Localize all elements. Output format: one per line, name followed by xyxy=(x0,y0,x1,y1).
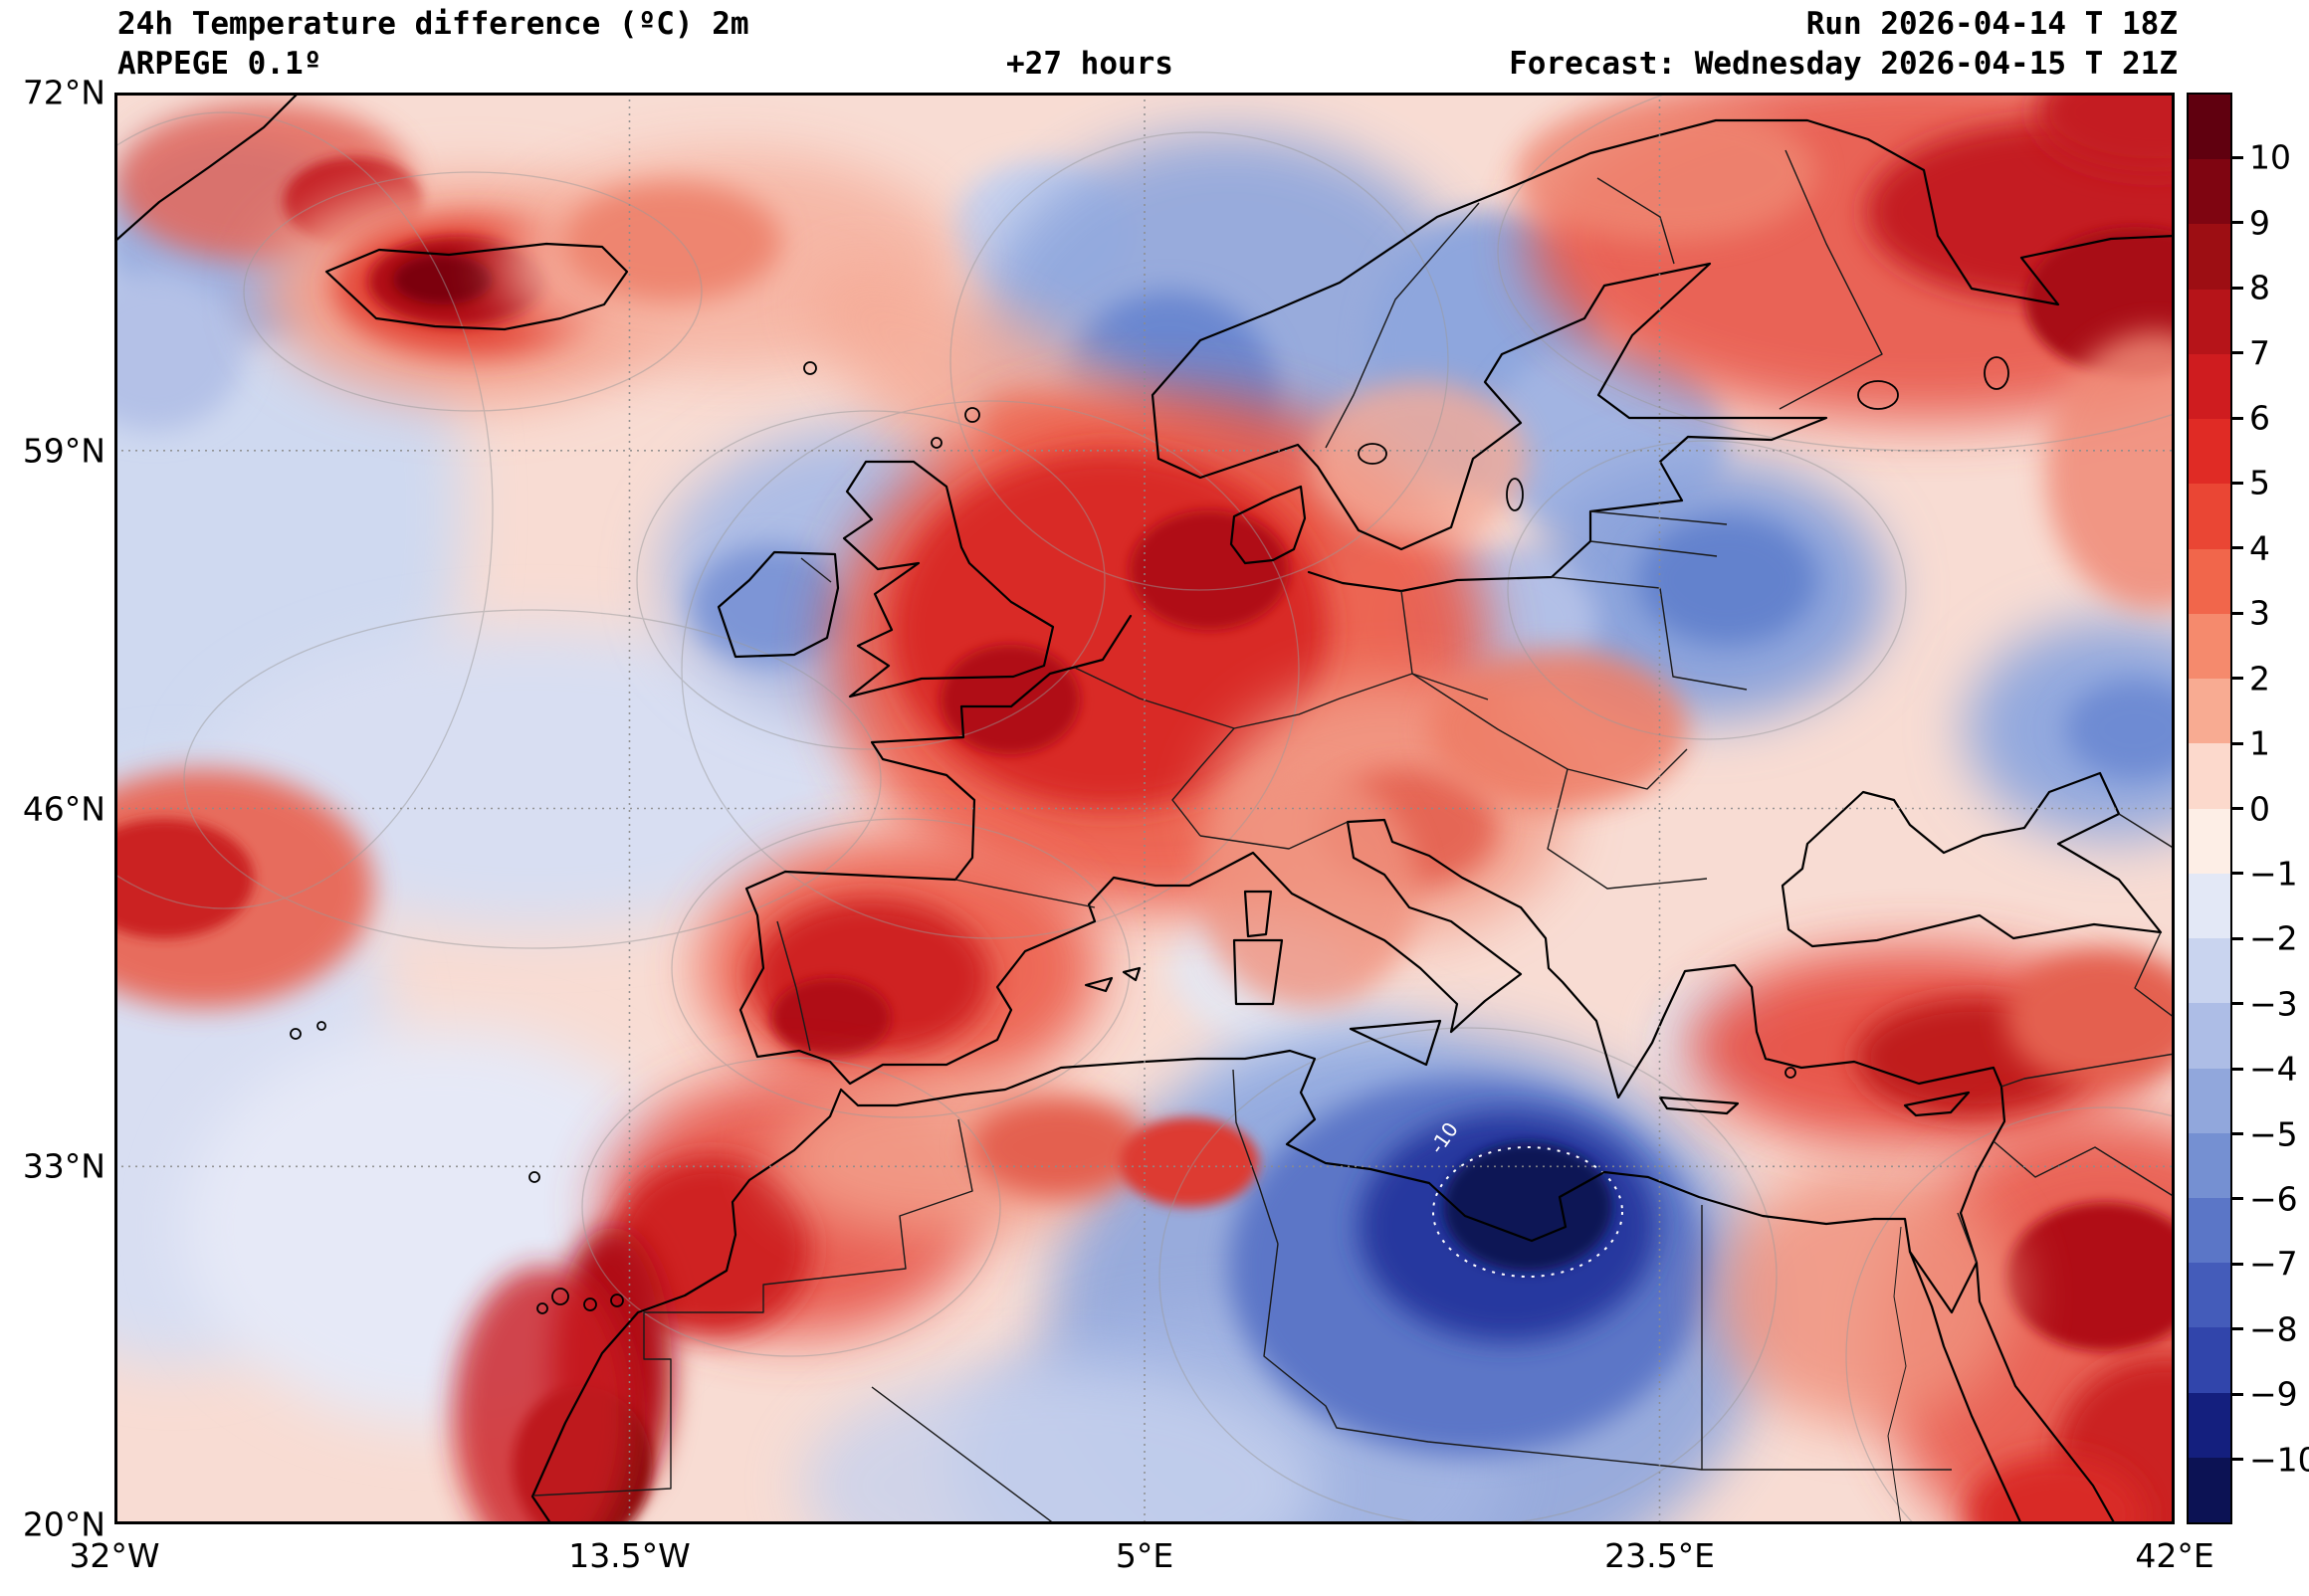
colorbar-cell xyxy=(2189,1132,2230,1198)
colorbar-tick-label: 9 xyxy=(2249,203,2270,243)
colorbar-cell xyxy=(2189,808,2230,874)
colorbar-cell xyxy=(2189,289,2230,354)
colorbar-tick-mark xyxy=(2232,286,2243,290)
x-axis-tick-label: 32°W xyxy=(69,1536,160,1575)
y-axis-tick-label: 72°N xyxy=(22,73,105,112)
map-plot-area: -10 xyxy=(114,93,2175,1524)
colorbar-tick-mark xyxy=(2232,1197,2243,1201)
colorbar-cell xyxy=(2189,419,2230,485)
y-axis-tick-label: 46°N xyxy=(22,789,105,828)
colorbar-tick-mark xyxy=(2232,807,2243,810)
plot-frame xyxy=(114,93,2175,1524)
chart-title: 24h Temperature difference (ºC) 2m xyxy=(117,6,749,42)
colorbar-tick-label: −9 xyxy=(2249,1374,2298,1414)
colorbar-cell xyxy=(2189,1457,2230,1523)
colorbar-cell xyxy=(2189,873,2230,939)
colorbar-tick-label: 1 xyxy=(2249,723,2270,763)
colorbar-tick-label: 4 xyxy=(2249,528,2270,568)
x-axis-tick-label: 13.5°W xyxy=(568,1536,691,1575)
colorbar-tick-mark xyxy=(2232,1132,2243,1136)
colorbar-tick-label: 3 xyxy=(2249,593,2270,633)
colorbar-tick-label: −7 xyxy=(2249,1244,2298,1284)
country-borders xyxy=(533,149,2175,1524)
x-axis-tick-label: 5°E xyxy=(1115,1536,1174,1575)
warm-anomaly-blobs xyxy=(114,93,2175,1524)
colorbar-tick-mark xyxy=(2232,416,2243,420)
colorbar-cell xyxy=(2189,1068,2230,1133)
colorbar-tick-label: −5 xyxy=(2249,1114,2298,1154)
colorbar-tick-mark xyxy=(2232,351,2243,355)
colorbar-tick-mark xyxy=(2232,481,2243,485)
colorbar-tick-mark xyxy=(2232,936,2243,940)
y-axis-tick-label: 20°N xyxy=(22,1504,105,1544)
colorbar-tick-label: −8 xyxy=(2249,1309,2298,1349)
coastlines xyxy=(114,93,2175,1524)
colorbar-tick-label: −10 xyxy=(2249,1440,2309,1480)
colorbar-tick-label: −4 xyxy=(2249,1049,2298,1089)
islands-and-lakes xyxy=(290,356,2009,1314)
run-label: Run 2026-04-14 T 18Z xyxy=(1805,6,2178,42)
colorbar-tick-mark xyxy=(2232,1327,2243,1331)
colorbar xyxy=(2187,93,2232,1524)
colorbar-cell xyxy=(2189,159,2230,225)
colorbar-tick-mark xyxy=(2232,611,2243,615)
colorbar-tick-label: −1 xyxy=(2249,854,2298,894)
colorbar-tick-mark xyxy=(2232,741,2243,745)
colorbar-cell xyxy=(2189,938,2230,1004)
colorbar-cell xyxy=(2189,613,2230,680)
colorbar-cell xyxy=(2189,353,2230,420)
colorbar-tick-mark xyxy=(2232,546,2243,550)
colorbar-cell xyxy=(2189,484,2230,549)
gray-contour-lines xyxy=(114,93,2175,1524)
colorbar-tick-mark xyxy=(2232,872,2243,876)
colorbar-cell xyxy=(2189,95,2230,160)
colorbar-tick-mark xyxy=(2232,1458,2243,1462)
lead-time-label: +27 hours xyxy=(1006,46,1173,82)
colorbar-tick-label: 10 xyxy=(2249,137,2291,177)
grid-lines xyxy=(114,93,2175,1524)
colorbar-tick-mark xyxy=(2232,1392,2243,1396)
colorbar-cell xyxy=(2189,548,2230,614)
colorbar-tick-label: 8 xyxy=(2249,268,2270,307)
y-axis-tick-label: 59°N xyxy=(22,431,105,471)
colorbar-cell xyxy=(2189,1003,2230,1069)
x-axis-tick-label: 42°E xyxy=(2135,1536,2214,1575)
colorbar-tick-mark xyxy=(2232,1067,2243,1071)
y-axis-tick-label: 33°N xyxy=(22,1146,105,1186)
colorbar-tick-mark xyxy=(2232,677,2243,681)
model-label: ARPEGE 0.1º xyxy=(117,46,322,82)
forecast-label: Forecast: Wednesday 2026-04-15 T 21Z xyxy=(1509,46,2178,82)
colorbar-cell xyxy=(2189,1197,2230,1264)
x-axis-tick-label: 23.5°E xyxy=(1604,1536,1715,1575)
colorbar-tick-mark xyxy=(2232,1002,2243,1006)
colorbar-tick-mark xyxy=(2232,221,2243,225)
colorbar-cell xyxy=(2189,224,2230,290)
colorbar-cell xyxy=(2189,743,2230,809)
colorbar-tick-label: 5 xyxy=(2249,463,2270,502)
colorbar-cell xyxy=(2189,1327,2230,1393)
colorbar-tick-label: 0 xyxy=(2249,789,2270,828)
colorbar-tick-mark xyxy=(2232,1262,2243,1266)
colorbar-cell xyxy=(2189,1392,2230,1458)
colorbar-tick-label: −2 xyxy=(2249,918,2298,958)
colorbar-tick-label: −6 xyxy=(2249,1179,2298,1219)
colorbar-cell xyxy=(2189,1263,2230,1328)
colorbar-tick-label: 7 xyxy=(2249,333,2270,373)
colorbar-tick-mark xyxy=(2232,155,2243,159)
temperature-difference-map: -10 xyxy=(114,93,2175,1524)
colorbar-cell xyxy=(2189,679,2230,744)
colorbar-tick-label: 6 xyxy=(2249,398,2270,438)
colorbar-tick-label: 2 xyxy=(2249,659,2270,698)
colorbar-tick-label: −3 xyxy=(2249,984,2298,1024)
